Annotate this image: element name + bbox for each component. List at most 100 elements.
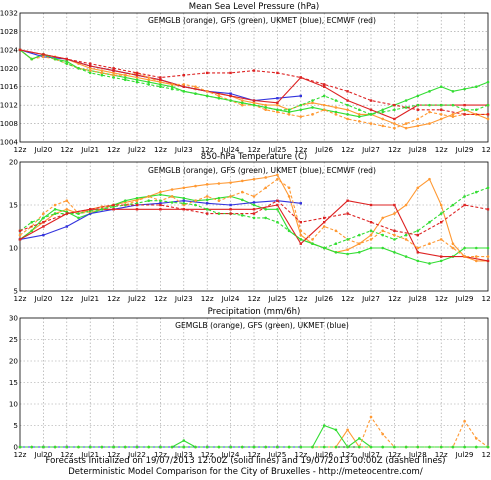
panel-2-x-tick-label: 12z [294,294,307,303]
panel-2-gemglb-point [416,186,420,190]
panel-1-gemglb-point [299,115,303,118]
panel-1-gemglb-point [264,108,268,112]
panel-2-gfs-point [451,203,455,207]
panel-2-gemglb-point [404,203,408,207]
panel-1-gfs-point [311,106,314,109]
panel-2-gemglb-point [311,238,314,241]
panel-3-y-tick-label: 30 [9,314,19,323]
panel-3-x-tick-label: 12z [482,450,491,459]
panel-2-x-tick-label: Jul29 [455,294,474,303]
panel-2-ecmwf-point [159,203,162,207]
panel-1-subtitle: GEMGLB (orange), GFS (green), UKMET (blu… [148,16,376,25]
panel-1-ecmwf-point [299,76,302,79]
panel-1-gemglb-point [264,103,268,107]
panel-2-x-tick-label: 12z [154,294,167,303]
panel-1-gfs-point [404,106,408,109]
panel-2-gemglb-point [252,195,256,198]
panel-1-y-tick-label: 1016 [0,82,18,91]
panel-1-gemglb-point [393,122,396,125]
panel-1-gemglb-point [393,126,396,130]
panel-3-gfs-point [404,445,408,449]
panel-1-gfs-point [241,101,244,105]
panel-3-y-tick-label: 15 [9,378,18,387]
panel-2-ecmwf-point [159,208,162,211]
panel-2-gemglb-point [53,203,57,207]
panel-2-ukmet-point [65,225,68,228]
panel-2-gemglb-point [182,186,186,190]
panel-1-gfs-point [334,110,338,114]
panel-1-ecmwf-point [89,64,92,68]
panel-1-ecmwf-point [463,113,466,116]
panel-2-gfs-point [217,212,221,215]
panel-2-gemglb-point [65,208,69,211]
panel-3-gfs-point [264,445,268,449]
panel-3-x-tick-label: Jul29 [455,450,474,459]
panel-2-gfs-point [486,246,490,250]
panel-1-gemglb-point [147,78,150,82]
panel-2-x-tick-label: Jul28 [408,294,427,303]
panel-2-gemglb-point [393,233,396,237]
panel-2-gfs-point [358,233,361,237]
panel-2-gfs-point [393,251,396,254]
panel-2-gemglb-point [252,177,256,181]
panel-2-gemglb-point [334,229,338,233]
panel-1-ecmwf-point [159,78,162,82]
panel-1-x-tick-label: 12z [107,145,120,154]
panel-1-gemglb-point [252,101,256,105]
panel-1-gemglb-point [322,103,326,107]
panel-1-gfs-point [475,108,478,112]
panel-1-gfs-point [486,80,490,84]
panel-1-gfs-point [346,113,349,116]
panel-2-ecmwf-point [323,221,326,224]
panel-2-gemglb-point [18,233,22,237]
panel-2-ecmwf-point [18,229,22,232]
panel-3-gfs-point [229,445,232,449]
panel-3-gfs-point [369,445,373,449]
panel-1-gfs-point [135,80,139,84]
panel-2-gfs-point [369,246,373,250]
panel-2-x-tick-label: 12z [60,294,73,303]
panel-2-x-tick-label: 12z [14,294,27,303]
panel-2-gemglb-point [241,179,244,183]
panel-2-x-tick-label: Jul20 [33,294,52,303]
panel-1-x-tick-label: Jul24 [221,145,240,154]
panel-1-frame [19,12,489,143]
panel-2-gfs-point [124,199,127,202]
panel-1-x-tick-label: 12z [154,145,167,154]
panel-2-frame [19,161,489,292]
panel-2-gfs-point [182,201,186,205]
panel-3-gfs-point [416,445,420,449]
panel-1-gemglb-point [311,101,314,105]
panel-2-gfs-point [381,233,385,237]
panel-1-ecmwf-point [416,108,419,111]
panel-1-gfs-point [77,66,80,70]
panel-1-gemglb-point [416,117,420,121]
panel-1-ecmwf-point [65,57,68,61]
panel-2-gfs-point [475,190,478,194]
panel-1-gfs-point [159,85,162,89]
panel-3-x-tick-label: Jul20 [33,450,52,459]
panel-3-gfs-point [393,445,396,449]
panel-3-gfs-point [170,445,174,449]
panel-2-ukmet-point [182,199,185,202]
panel-2-ecmwf-point [346,199,349,202]
panel-2-gfs-point [404,233,408,237]
panel-2-gemglb-point [369,233,373,237]
panel-3-gfs-point [53,445,57,449]
panel-1-x-tick-label: 12z [248,145,261,154]
panel-2-x-tick-label: Jul22 [127,294,146,303]
panel-1-ecmwf-point [346,90,349,93]
panel-2-gemglb-point [428,177,431,181]
panel-2-gfs-point [159,193,162,196]
panel-1-ecmwf-point [135,73,139,77]
panel-1-gfs-point [322,94,326,98]
panel-2-gfs-point [416,229,420,233]
panel-2-gfs-point [358,251,361,254]
panel-2-gemglb-point [170,188,174,191]
panel-1-x-tick-label: 12z [435,145,448,154]
panel-1-x-tick-label: Jul28 [408,145,427,154]
panel-1-gfs-point [451,90,455,93]
panel-1-gemglb-point [112,71,115,75]
panel-3-gemglb-point [463,419,466,423]
panel-2-ecmwf-point [369,221,373,224]
